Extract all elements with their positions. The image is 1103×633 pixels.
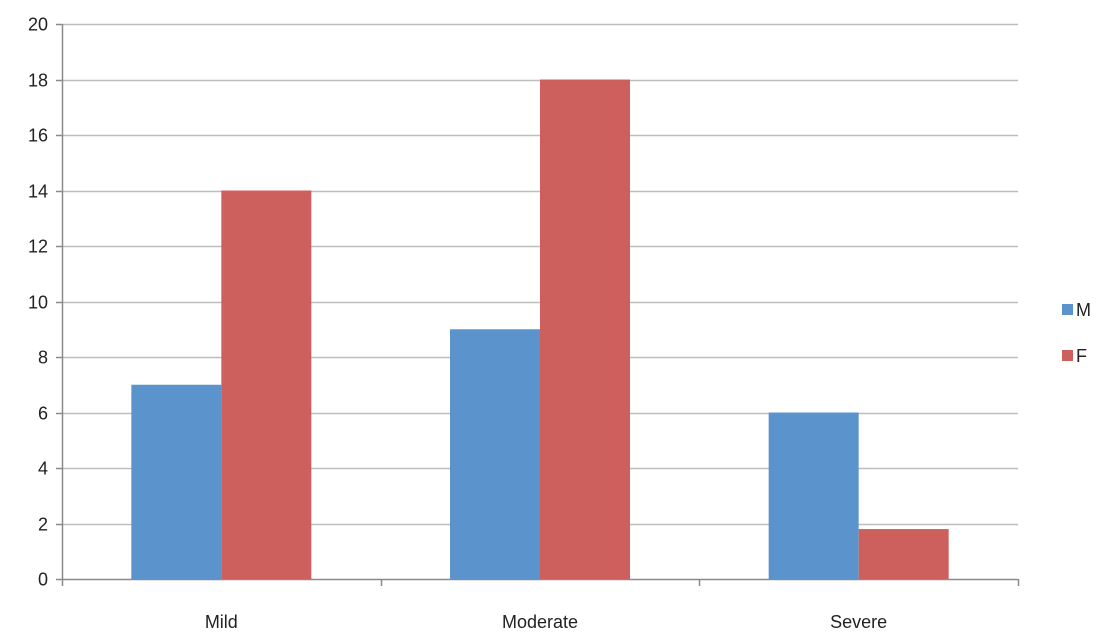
bar-F-severe	[858, 529, 949, 579]
legend-swatch	[1062, 304, 1073, 315]
y-tick-label: 6	[38, 404, 48, 424]
bar-F-mild	[221, 190, 312, 579]
y-tick-label: 2	[38, 515, 48, 535]
legend-label: M	[1076, 300, 1091, 320]
y-tick-label: 10	[28, 293, 48, 313]
legend: MF	[1062, 300, 1091, 366]
y-tick-label: 18	[28, 71, 48, 91]
y-tick-label: 20	[28, 15, 48, 35]
bar-M-severe	[768, 412, 859, 579]
bar-M-moderate	[450, 329, 540, 579]
y-tick-label: 0	[38, 570, 48, 590]
legend-swatch	[1062, 350, 1073, 361]
y-tick-label: 16	[28, 126, 48, 146]
bars	[131, 79, 949, 579]
x-tick-label: Mild	[205, 612, 238, 632]
tick-labels: 0 2 4 6 8 10 12 14 16 18 20 Mild Moderate Severe	[28, 15, 887, 633]
y-tick-label: 8	[38, 348, 48, 368]
y-tick-label: 14	[28, 182, 48, 202]
y-tick-label: 12	[28, 237, 48, 257]
x-tick-label: Moderate	[502, 612, 578, 632]
bar-F-moderate	[540, 79, 630, 579]
y-tick-label: 4	[38, 459, 48, 479]
bar-M-mild	[131, 384, 222, 579]
legend-label: F	[1076, 346, 1087, 366]
axes	[56, 23, 1020, 586]
x-tick-label: Severe	[830, 612, 887, 632]
